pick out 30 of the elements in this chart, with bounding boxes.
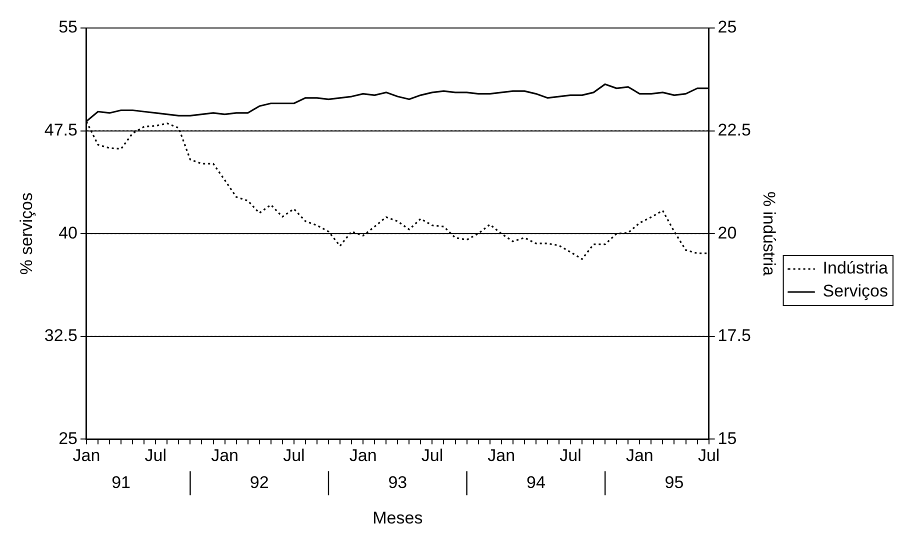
y2-axis-title: % indústria: [759, 192, 778, 276]
y2-tick-label: 25: [718, 18, 737, 37]
x-tick-label: Jan: [626, 446, 654, 466]
y-tick-label: 25: [58, 428, 78, 448]
text: 93: [388, 472, 408, 492]
text: 91: [112, 472, 131, 492]
y2-tick-label: 22.5: [718, 120, 751, 140]
x-tick-label: Jan: [72, 446, 100, 466]
x-tick-label: Jan: [488, 446, 516, 466]
x-tick-label: Jul: [698, 446, 720, 466]
x-tick-label: Jul: [144, 446, 166, 466]
x-tick-label: Jul: [421, 446, 444, 466]
y-tick-label: 32.5: [44, 326, 78, 346]
legend-label: Serviços: [822, 282, 888, 301]
legend-label: Indústria: [822, 258, 889, 278]
text: 92: [250, 472, 269, 492]
text: 95: [664, 472, 684, 492]
y-tick-label: 55: [58, 18, 78, 37]
y-tick-label: 47.5: [44, 120, 78, 140]
y2-tick-label: 20: [718, 223, 737, 242]
x-tick-label: Jul: [560, 446, 582, 466]
y-axis-title: % serviços: [16, 192, 36, 275]
x-tick-label: Jan: [211, 446, 238, 466]
x-tick-label: Jul: [283, 446, 305, 466]
text: 94: [526, 472, 546, 492]
x-tick-label: Jan: [349, 446, 377, 466]
y-tick-label: 40: [58, 223, 78, 242]
x-axis-title: Meses: [372, 508, 423, 528]
y2-tick-label: 15: [718, 428, 737, 448]
y2-tick-label: 17.5: [718, 326, 751, 346]
